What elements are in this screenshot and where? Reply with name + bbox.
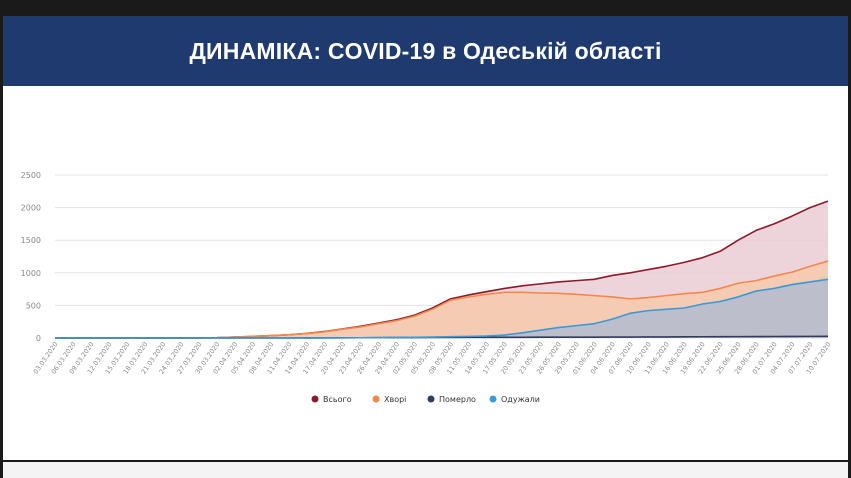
legend-marker-sick xyxy=(372,395,380,403)
covid-chart: 0 500 1000 1500 2000 2500 03.03.202006.03.202… xyxy=(21,171,833,404)
bottom-strip xyxy=(3,462,848,478)
chart-lines xyxy=(55,200,829,339)
legend-marker-died xyxy=(427,395,435,403)
line-recovered xyxy=(55,278,829,339)
title-banner: ДИНАМІКА: COVID-19 в Одеській області xyxy=(3,16,848,86)
page-title: ДИНАМІКА: COVID-19 в Одеській області xyxy=(189,37,662,64)
x-axis: 03.03.202006.03.202009.03.202012.03.2020… xyxy=(32,341,833,376)
slide: ДИНАМІКА: COVID-19 в Одеській області 0 5… xyxy=(3,16,848,460)
chart-legend: Всього Хворі Померло Одужали xyxy=(311,395,540,404)
y-tick-label: 500 xyxy=(26,301,41,310)
y-tick-label: 2500 xyxy=(21,171,41,180)
y-tick-label: 0 xyxy=(36,334,41,343)
y-tick-label: 1000 xyxy=(21,269,41,278)
legend-marker-recovered xyxy=(489,395,497,403)
area-recovered xyxy=(55,279,828,338)
y-tick-label: 1500 xyxy=(21,236,41,245)
legend-label-recovered: Одужали xyxy=(501,395,540,404)
y-axis: 0 500 1000 1500 2000 2500 xyxy=(21,171,41,343)
legend-label-died: Померло xyxy=(439,395,476,404)
chart-areas xyxy=(55,201,828,338)
legend-label-total: Всього xyxy=(323,395,352,404)
y-tick-label: 2000 xyxy=(21,204,41,213)
legend-label-sick: Хворі xyxy=(384,395,406,404)
legend-marker-total xyxy=(311,395,319,403)
